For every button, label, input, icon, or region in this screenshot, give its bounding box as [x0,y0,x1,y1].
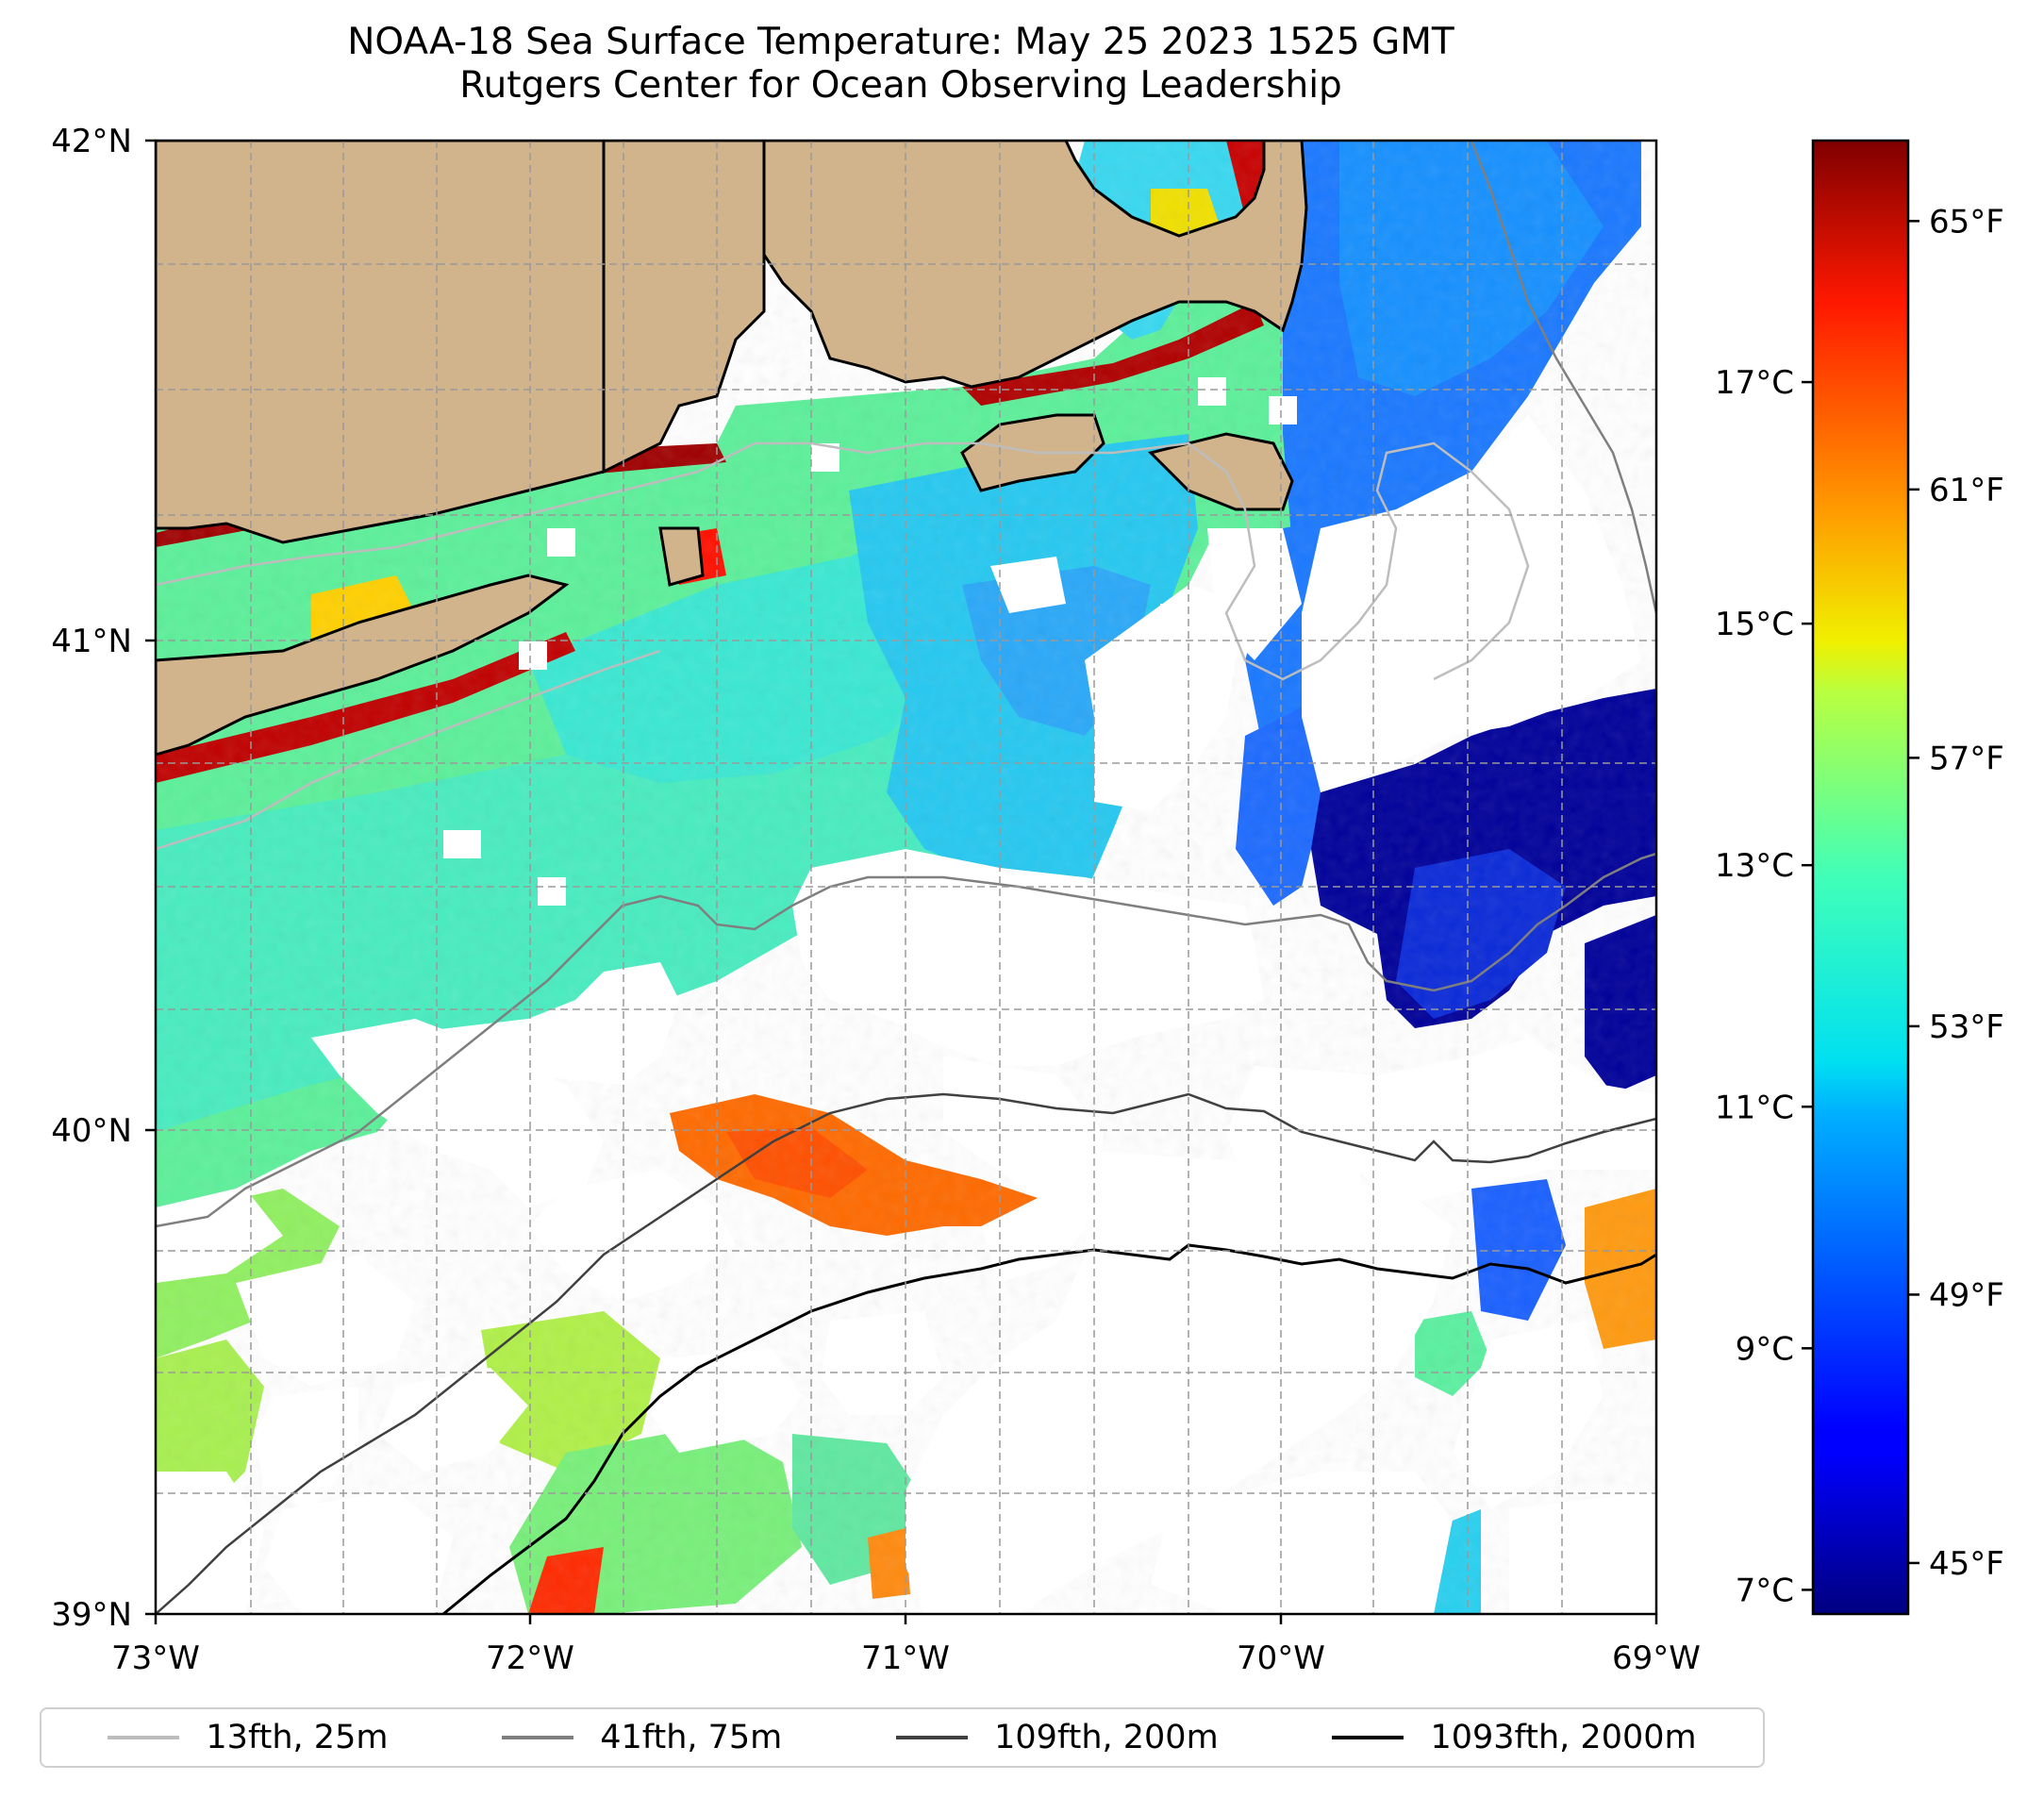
celsius-tick-label: 9°C [1736,1330,1794,1368]
lon-tick-labels: 73°W 72°W 71°W 70°W 69°W [111,1639,1701,1677]
fahrenheit-tick-label: 61°F [1929,472,2004,509]
contour-25m [156,441,1530,681]
title-line-1: NOAA-18 Sea Surface Temperature: May 25 … [347,21,1454,63]
legend-swatch-2000m [1332,1736,1404,1739]
colorbar-ticks: 7°C 9°C 11°C 13°C 15°C 17°C 45°F 49°F 53°F 57°F 61… [1715,203,2004,1609]
lat-tick-42n: 42°N [51,123,132,160]
celsius-tick-label: 11°C [1715,1089,1794,1126]
lon-tick-71w: 71°W [861,1639,950,1677]
legend-label-75m: 41fth, 75m [600,1719,783,1756]
legend-label-200m: 109fth, 200m [994,1719,1219,1756]
fahrenheit-tick-label: 53°F [1929,1008,2004,1046]
depth-legend: 13fth, 25m 41fth, 75m 109fth, 200m 1093f… [40,1707,1765,1768]
depth-contours [156,141,1656,1614]
sst-plot-area [156,141,1656,1614]
contour-75m [156,852,1656,1228]
fahrenheit-tick-label: 65°F [1929,203,2004,241]
lon-tick-70w: 70°W [1237,1639,1325,1677]
lat-tick-39n: 39°N [51,1596,132,1634]
fahrenheit-tick-label: 57°F [1929,740,2004,777]
legend-swatch-75m [502,1736,574,1739]
legend-label-25m: 13fth, 25m [206,1719,389,1756]
legend-label-2000m: 1093fth, 2000m [1430,1719,1697,1756]
fahrenheit-tick-label: 45°F [1929,1545,2004,1583]
celsius-tick-label: 7°C [1736,1572,1794,1609]
legend-swatch-25m [108,1736,180,1739]
lat-tick-40n: 40°N [51,1112,132,1150]
no-data-regions [156,377,1656,1614]
lon-tick-72w: 72°W [486,1639,574,1677]
lon-tick-69w: 69°W [1612,1639,1701,1677]
land [156,141,1308,757]
colorbar: 7°C 9°C 11°C 13°C 15°C 17°C 45°F 49°F 53°F 57°F 61… [1715,139,2004,1616]
legend-item-2000m: 1093fth, 2000m [1332,1719,1697,1756]
colorbar-gradient [1811,139,1910,1616]
legend-item-200m: 109fth, 200m [896,1719,1219,1756]
contour-2000m [442,1243,1656,1614]
lon-tick-73w: 73°W [111,1639,200,1677]
axis-ticks [145,139,1658,1624]
fahrenheit-tick-label: 49°F [1929,1276,2004,1314]
title-line-2: Rutgers Center for Ocean Observing Leade… [459,64,1342,107]
lat-tick-labels: 42°N 41°N 40°N 39°N [51,123,132,1634]
legend-swatch-200m [896,1736,969,1739]
celsius-tick-label: 15°C [1715,606,1794,643]
celsius-tick-label: 13°C [1715,847,1794,885]
legend-item-25m: 13fth, 25m [108,1719,388,1756]
legend-item-75m: 41fth, 75m [502,1719,782,1756]
contour-200m [156,1092,1656,1614]
lat-tick-41n: 41°N [51,623,132,660]
map-title: NOAA-18 Sea Surface Temperature: May 25 … [0,21,1802,108]
graticule [156,141,1656,1614]
celsius-tick-label: 17°C [1715,364,1794,402]
